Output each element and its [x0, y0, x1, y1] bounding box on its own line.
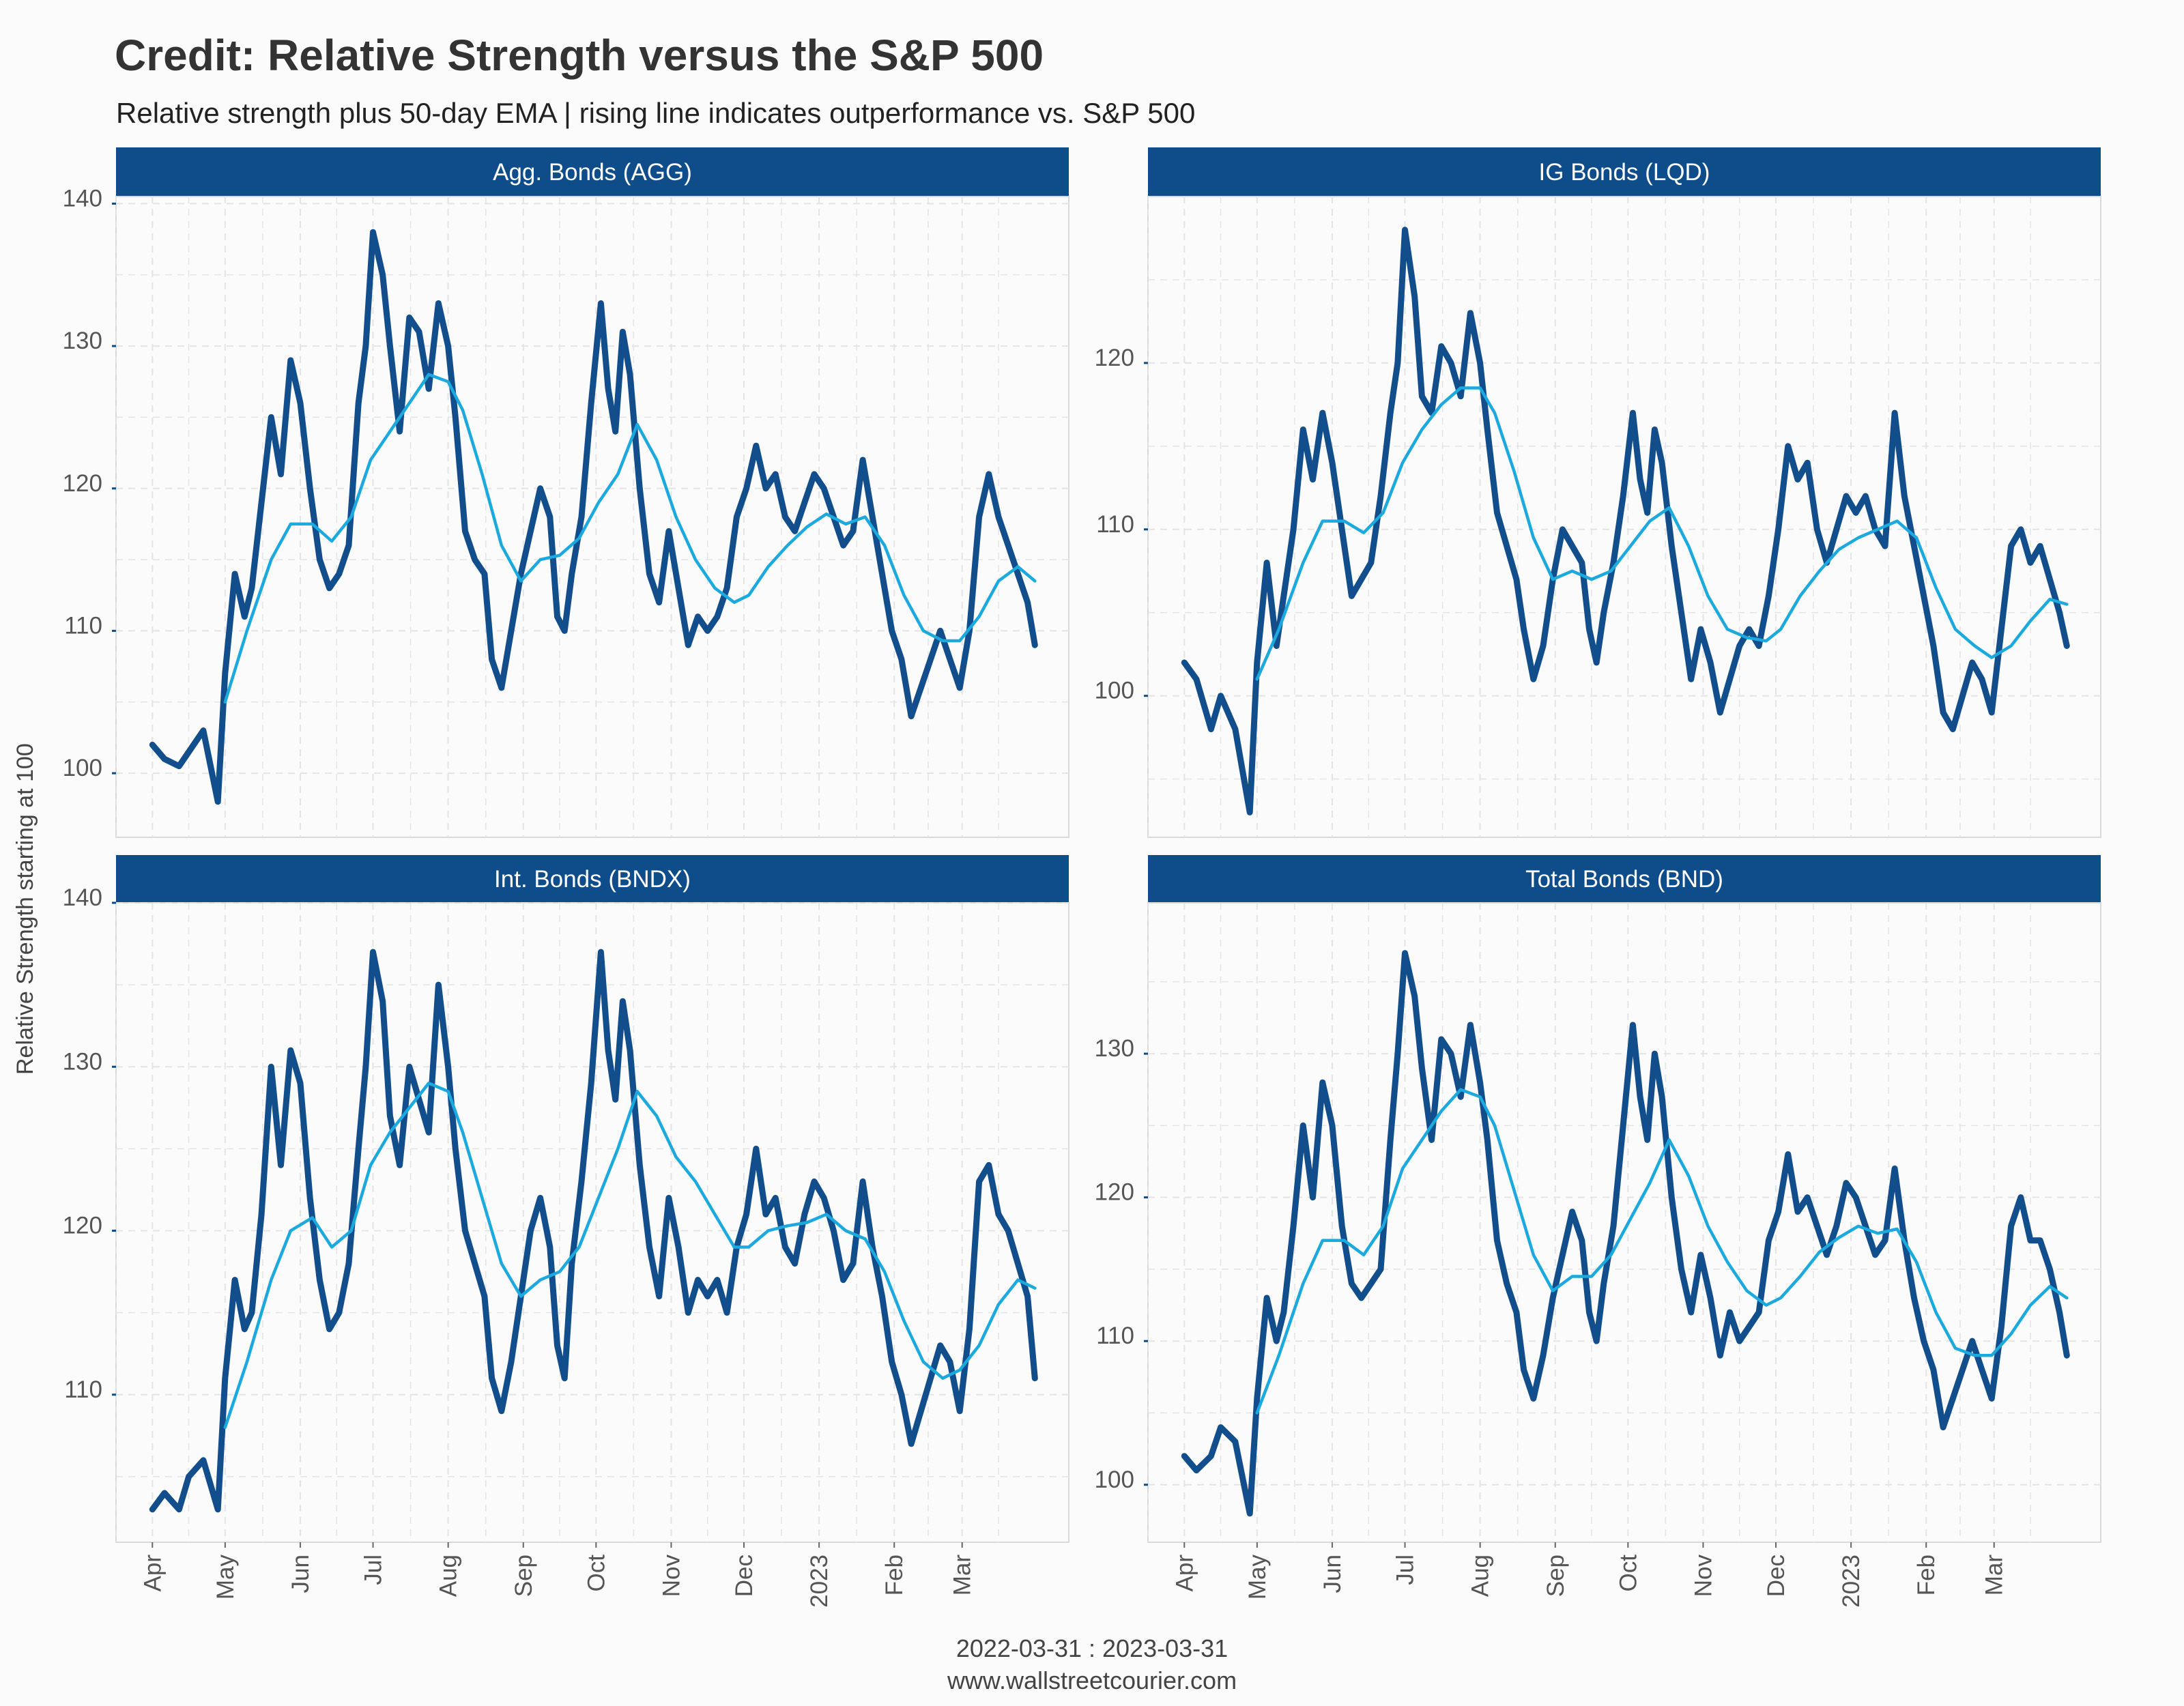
x-tick-label: Mar	[949, 1555, 976, 1596]
x-tick-label: Feb	[1913, 1555, 1940, 1595]
facet-panel: Agg. Bonds (AGG) 100 110 120 130 140	[63, 147, 1069, 838]
x-tick-label: 2023	[1838, 1555, 1865, 1608]
x-tick-label: Aug	[435, 1555, 462, 1597]
x-tick-label: Nov	[1690, 1555, 1716, 1597]
y-tick-label: 120	[1095, 345, 1134, 371]
y-tick-label: 110	[1096, 1322, 1134, 1349]
panel-title: Agg. Bonds (AGG)	[493, 159, 692, 186]
y-tick-label: 130	[1095, 1035, 1134, 1062]
x-tick-label: Apr	[139, 1555, 166, 1592]
x-tick-label: Jul	[360, 1555, 387, 1585]
x-tick-label: Apr	[1171, 1555, 1198, 1592]
relative-strength-line	[149, 949, 1038, 1513]
y-tick-label: 140	[63, 185, 102, 212]
x-tick-label: Jun	[1319, 1555, 1346, 1593]
panel-strip	[1148, 855, 2101, 903]
panel-title: Total Bonds (BND)	[1525, 866, 1723, 893]
relative-strength-line	[1181, 227, 2070, 815]
y-tick-label: 130	[63, 328, 102, 354]
ema-50-line	[1255, 386, 2069, 681]
x-tick-label: May	[212, 1555, 239, 1600]
relative-strength-line	[1181, 950, 2070, 1517]
y-tick-label: 110	[64, 1376, 102, 1403]
ema-50-line	[223, 1082, 1037, 1430]
footer-website: www.wallstreetcourier.com	[947, 1666, 1237, 1694]
y-tick-label: 110	[64, 612, 102, 639]
x-tick-label: Sep	[511, 1555, 537, 1597]
panel-strip	[116, 855, 1069, 903]
footer-date-range: 2022-03-31 : 2023-03-31	[956, 1634, 1228, 1662]
x-tick-label: May	[1244, 1555, 1271, 1600]
y-tick-label: 100	[1095, 1466, 1134, 1493]
x-tick-label: Jun	[287, 1555, 314, 1593]
y-tick-label: 120	[63, 470, 102, 497]
x-tick-label: Oct	[583, 1555, 609, 1592]
page-subtitle: Relative strength plus 50-day EMA | risi…	[116, 97, 1196, 129]
x-tick-label: Mar	[1981, 1555, 2008, 1596]
x-tick-label: Dec	[731, 1555, 758, 1597]
relative-strength-line	[149, 229, 1038, 805]
y-tick-label: 110	[1096, 511, 1134, 538]
panel-border	[1147, 196, 2101, 838]
x-tick-label: Oct	[1615, 1555, 1641, 1592]
y-tick-label: 100	[1095, 678, 1134, 704]
y-tick-label: 120	[1095, 1179, 1134, 1206]
facet-panel: Total Bonds (BND) 100 110 120 130 Apr May Jun Ju…	[1095, 855, 2101, 1608]
panel-strip	[1148, 147, 2101, 197]
panel-title: Int. Bonds (BNDX)	[494, 866, 691, 893]
y-tick-label: 100	[63, 755, 102, 781]
y-tick-label: 120	[63, 1213, 102, 1239]
x-tick-label: Aug	[1467, 1555, 1494, 1597]
ema-50-line	[1255, 1088, 2069, 1415]
facet-panel: Int. Bonds (BNDX) 110 120 130 140 Apr May Jun Ju…	[63, 855, 1069, 1608]
x-tick-label: Feb	[881, 1555, 908, 1595]
panel-strip	[116, 147, 1069, 197]
y-tick-label: 130	[63, 1048, 102, 1075]
ema-50-line	[223, 373, 1037, 704]
x-tick-label: Sep	[1542, 1555, 1569, 1597]
panel-title: IG Bonds (LQD)	[1539, 159, 1710, 186]
x-tick-label: Nov	[658, 1555, 685, 1597]
y-tick-label: 140	[63, 884, 102, 911]
facet-panel: IG Bonds (LQD) 100 110 120	[1095, 147, 2101, 838]
page-title: Credit: Relative Strength versus the S&P…	[115, 31, 1044, 80]
x-tick-label: Jul	[1392, 1555, 1419, 1585]
x-tick-label: Dec	[1763, 1555, 1790, 1597]
x-tick-label: 2023	[806, 1555, 833, 1608]
